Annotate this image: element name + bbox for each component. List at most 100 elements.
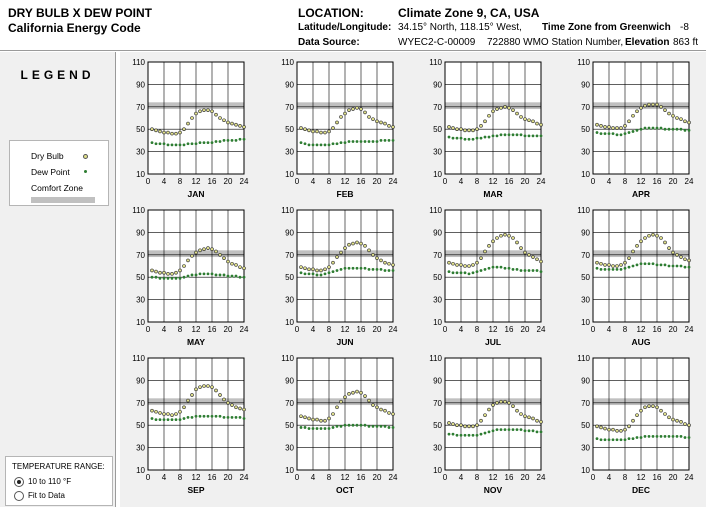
- dew-point-may: [222, 273, 226, 277]
- dry-bulb-dec: [619, 428, 623, 433]
- dry-bulb-jan: [234, 122, 238, 127]
- y-tick-apr: 50: [581, 125, 590, 134]
- x-tick-dec: 20: [669, 473, 678, 482]
- dew-point-aug: [643, 262, 647, 266]
- y-tick-dec: 90: [581, 376, 590, 385]
- y-tick-mar: 30: [433, 148, 442, 157]
- dry-bulb-oct: [375, 405, 379, 410]
- dew-point-nov: [531, 429, 535, 433]
- x-tick-aug: 20: [669, 325, 678, 334]
- dry-bulb-dec: [639, 408, 643, 413]
- month-label-sep: SEP: [187, 485, 204, 495]
- dry-bulb-jan: [174, 131, 178, 136]
- dew-point-aug: [623, 266, 627, 270]
- dew-point-apr: [683, 128, 687, 132]
- dew-point-aug: [663, 263, 667, 267]
- dew-point-apr: [643, 126, 647, 130]
- dew-point-apr: [663, 127, 667, 131]
- y-tick-jul: 10: [433, 318, 442, 327]
- dry-bulb-dec: [671, 417, 675, 422]
- dry-bulb-jul: [511, 236, 515, 240]
- dry-bulb-jul: [459, 263, 463, 267]
- dew-point-jun: [359, 266, 363, 270]
- dew-point-feb: [331, 142, 335, 146]
- dry-bulb-feb: [383, 121, 387, 126]
- dry-bulb-feb: [331, 126, 335, 130]
- dew-point-nov: [507, 428, 511, 432]
- dry-bulb-sep: [174, 412, 178, 416]
- dry-bulb-sep: [150, 408, 154, 413]
- y-tick-jul: 30: [433, 296, 442, 305]
- dew-point-may: [226, 274, 230, 278]
- dry-bulb-aug: [611, 264, 615, 268]
- y-tick-oct: 50: [285, 421, 294, 430]
- y-tick-sep: 30: [136, 444, 145, 453]
- dew-point-sep: [206, 414, 210, 418]
- dry-bulb-jun: [363, 244, 367, 248]
- y-tick-nov: 70: [433, 399, 442, 408]
- dry-bulb-aug: [659, 236, 663, 240]
- dew-point-jun: [331, 270, 335, 273]
- dew-point-jun: [363, 266, 367, 270]
- dry-bulb-nov: [531, 416, 535, 421]
- timezone-value: -8: [680, 22, 689, 33]
- legend-title: LEGEND: [20, 68, 95, 82]
- dew-point-jan: [238, 137, 242, 141]
- dry-bulb-dec: [683, 422, 687, 426]
- dew-point-jul: [447, 270, 451, 273]
- x-tick-aug: 16: [653, 325, 662, 334]
- dry-bulb-feb: [311, 129, 315, 134]
- x-tick-jun: 4: [311, 325, 316, 334]
- dew-point-oct: [339, 424, 343, 428]
- dry-bulb-nov: [487, 407, 491, 412]
- dew-point-oct: [299, 426, 303, 429]
- dew-point-jul: [467, 272, 471, 276]
- dew-point-feb: [387, 139, 391, 142]
- dew-point-dec: [623, 438, 627, 442]
- dry-bulb-dec: [667, 415, 671, 420]
- x-tick-feb: 20: [373, 177, 382, 186]
- dew-point-oct: [323, 427, 327, 430]
- dry-bulb-jun: [371, 253, 375, 257]
- month-label-mar: MAR: [483, 189, 502, 199]
- dew-point-feb: [311, 143, 315, 147]
- dry-bulb-sep: [166, 412, 170, 416]
- dry-bulb-jun: [367, 248, 371, 253]
- dry-bulb-jun: [319, 268, 323, 273]
- x-tick-jun: 20: [373, 325, 382, 334]
- y-tick-feb: 10: [285, 170, 294, 179]
- dew-point-may: [194, 273, 198, 277]
- month-label-aug: AUG: [632, 337, 651, 347]
- dry-bulb-aug: [671, 250, 675, 255]
- y-tick-dec: 70: [581, 399, 590, 408]
- radio-fixed-range-label[interactable]: 10 to 110 °F: [28, 477, 72, 486]
- y-tick-jul: 50: [433, 273, 442, 282]
- dry-bulb-jun: [387, 261, 391, 266]
- dew-point-jun: [303, 272, 307, 276]
- dew-point-mar: [507, 133, 511, 137]
- dry-bulb-jun: [307, 267, 311, 272]
- dry-bulb-nov: [451, 422, 455, 426]
- radio-fixed-range[interactable]: [14, 477, 24, 487]
- dry-bulb-jul: [475, 260, 479, 265]
- month-label-jan: JAN: [187, 189, 204, 199]
- dew-point-nov: [447, 432, 451, 436]
- dew-point-apr: [655, 126, 659, 130]
- dew-point-nov: [479, 432, 483, 436]
- radio-fit-to-data[interactable]: [14, 491, 24, 501]
- dew-point-mar: [459, 136, 463, 140]
- dry-bulb-sep: [234, 405, 238, 410]
- radio-fit-to-data-label[interactable]: Fit to Data: [28, 491, 65, 500]
- dew-point-may: [238, 275, 242, 279]
- y-tick-may: 50: [136, 273, 145, 282]
- dry-bulb-oct: [383, 408, 387, 413]
- x-tick-jan: 12: [192, 177, 201, 186]
- dry-bulb-dec: [607, 427, 611, 432]
- dew-point-jun: [319, 273, 323, 277]
- y-tick-jan: 90: [136, 80, 145, 89]
- dry-bulb-jun: [391, 263, 395, 267]
- x-tick-dec: 4: [607, 473, 612, 482]
- dry-bulb-oct: [343, 395, 347, 400]
- dry-bulb-may: [178, 268, 182, 273]
- dew-point-apr: [631, 130, 635, 133]
